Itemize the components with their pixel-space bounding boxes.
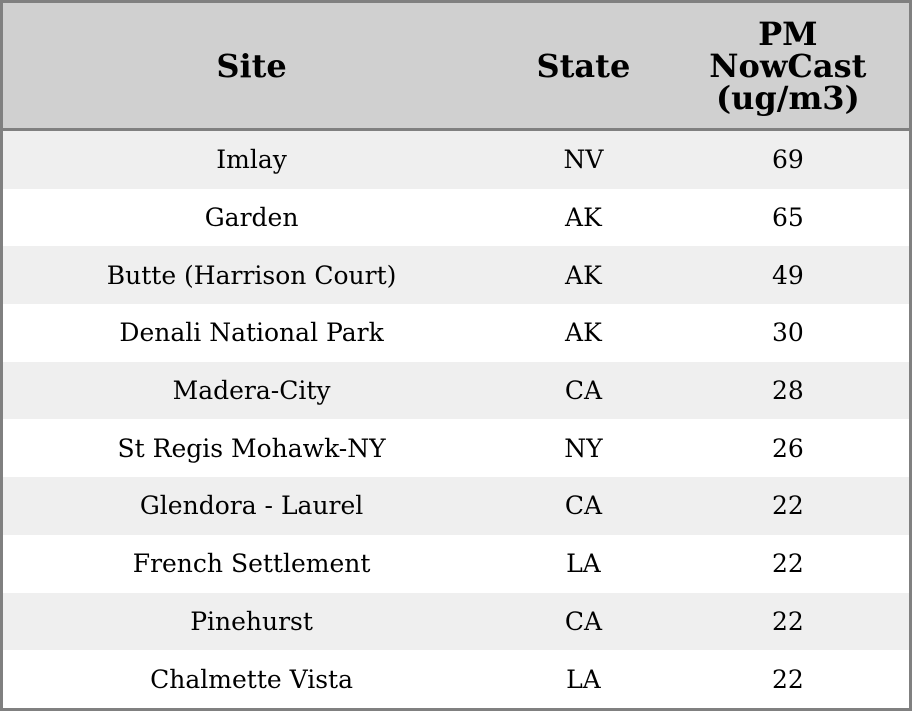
table-row: French Settlement LA 22 [1,534,911,593]
cell-state: CA [500,477,667,535]
cell-state: CA [500,592,667,651]
cell-pm: 22 [666,592,911,651]
table-row: Madera-City CA 28 [1,361,911,420]
table-row: Butte (Harrison Court) AK 49 [1,246,911,305]
table-row: Chalmette Vista LA 22 [1,650,911,710]
table-row: Imlay NV 69 [1,129,911,189]
cell-site: French Settlement [1,534,501,593]
cell-site: Butte (Harrison Court) [1,246,501,305]
cell-site: Garden [1,188,501,247]
header-pm-line: (ug/m3) [715,78,860,117]
cell-state: NV [500,129,667,189]
cell-site: Denali National Park [1,304,501,362]
header-row: Site State PM NowCast (ug/m3) [1,1,911,131]
cell-pm: 22 [666,650,911,710]
header-pm-line: NowCast [709,46,867,85]
cell-pm: 30 [666,304,911,362]
header-pm-line: PM [758,14,818,53]
cell-site: Glendora - Laurel [1,477,501,535]
cell-state: LA [500,650,667,710]
table-row: Denali National Park AK 30 [1,304,911,362]
table-row: Glendora - Laurel CA 22 [1,477,911,535]
cell-pm: 26 [666,419,911,478]
cell-pm: 22 [666,534,911,593]
cell-site: Chalmette Vista [1,650,501,710]
cell-pm: 49 [666,246,911,305]
table-row: Garden AK 65 [1,188,911,247]
header-state: State [500,1,667,131]
cell-state: NY [500,419,667,478]
cell-pm: 22 [666,477,911,535]
cell-state: AK [500,188,667,247]
cell-site: Madera-City [1,361,501,420]
cell-site: Imlay [1,129,501,189]
cell-pm: 28 [666,361,911,420]
cell-state: AK [500,246,667,305]
cell-pm: 69 [666,129,911,189]
cell-site: St Regis Mohawk-NY [1,419,501,478]
header-pm: PM NowCast (ug/m3) [666,1,911,131]
cell-state: LA [500,534,667,593]
cell-site: Pinehurst [1,592,501,651]
cell-pm: 65 [666,188,911,247]
table-row: Pinehurst CA 22 [1,592,911,651]
cell-state: AK [500,304,667,362]
header-site: Site [1,1,501,131]
table-row: St Regis Mohawk-NY NY 26 [1,419,911,478]
cell-state: CA [500,361,667,420]
